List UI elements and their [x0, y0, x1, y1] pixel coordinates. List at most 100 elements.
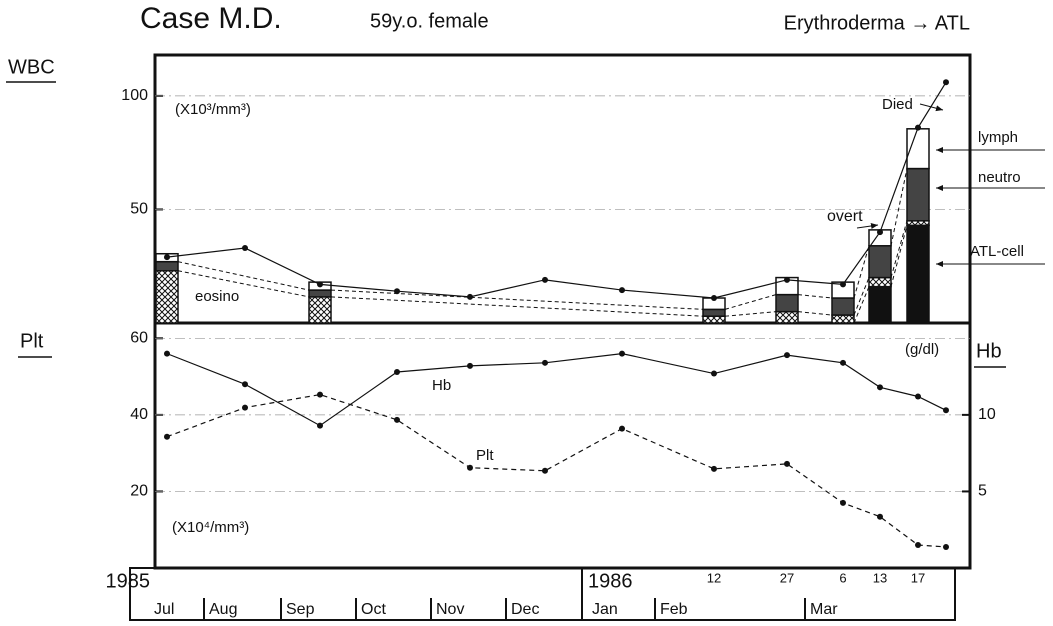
day-label: 12	[707, 570, 721, 585]
subtitle: 59y.o. female	[370, 10, 489, 32]
day-label: 6	[839, 570, 846, 585]
series-point	[317, 391, 323, 398]
total-line	[166, 81, 947, 299]
y-tick-label: 60	[130, 330, 148, 347]
month-label: Jul	[154, 601, 174, 618]
series-label: Hb	[432, 377, 451, 394]
died-arrow	[919, 103, 944, 112]
series-point	[619, 425, 625, 432]
bar-segment	[155, 270, 179, 324]
total-point	[840, 281, 846, 288]
total-point	[943, 79, 949, 86]
bottom-panel	[153, 321, 972, 570]
total-point	[394, 288, 400, 295]
month-label: Oct	[361, 601, 386, 618]
series-point	[877, 513, 883, 520]
plt-unit: (X10⁴/mm³)	[172, 519, 249, 536]
total-point	[542, 276, 548, 283]
bar-segment	[308, 289, 332, 298]
y-tick-label: 20	[130, 483, 148, 500]
series-point	[943, 543, 949, 550]
series-point	[242, 404, 248, 411]
wbc-label: WBC	[8, 56, 55, 78]
total-point	[164, 254, 170, 261]
month-label: Sep	[286, 601, 315, 618]
total-point	[467, 293, 473, 300]
diagnosis: Erythroderma → ATL	[784, 12, 970, 34]
stack-connector	[330, 296, 704, 317]
series-point	[711, 465, 717, 472]
series-point	[317, 422, 323, 429]
series-point	[915, 542, 921, 549]
legend-label: lymph	[978, 129, 1018, 146]
stack-connector	[177, 270, 310, 298]
year-label: 1985	[106, 570, 151, 592]
y-tick-label: 50	[130, 201, 148, 218]
bar-segment	[868, 276, 892, 288]
series-point	[784, 352, 790, 359]
bar-segment	[775, 293, 799, 313]
series-point	[164, 433, 170, 440]
overt-label: overt	[827, 208, 863, 225]
month-label: Mar	[810, 601, 838, 618]
bar-segment	[906, 167, 930, 222]
stack-connector	[724, 311, 777, 317]
month-label: Feb	[660, 601, 688, 618]
month-label: Nov	[436, 601, 464, 618]
bar-segment	[155, 260, 179, 272]
stack-connector	[853, 286, 870, 324]
series-point	[467, 464, 473, 471]
stack-connector	[797, 294, 833, 299]
hb-label: Hb	[976, 340, 1002, 362]
day-label: 27	[780, 570, 794, 585]
series-point	[915, 393, 921, 400]
legend-label: neutro	[978, 169, 1021, 186]
stack-connector	[890, 168, 908, 246]
wbc-unit: (X10³/mm³)	[175, 101, 251, 118]
series-point	[784, 460, 790, 467]
bar-segment	[702, 308, 726, 317]
legend-label: ATL-cell	[970, 243, 1024, 260]
bar-segment	[906, 224, 930, 324]
series-point	[394, 369, 400, 375]
stack-connector	[177, 261, 310, 291]
series-label: Plt	[476, 447, 494, 464]
month-label: Jan	[592, 601, 618, 618]
day-label: 17	[911, 570, 925, 585]
stack-connector	[853, 277, 870, 316]
stack-connector	[890, 220, 908, 278]
y-tick-label: 100	[121, 87, 148, 104]
series-point	[394, 416, 400, 423]
bar-segment	[831, 314, 855, 324]
hb-unit: (g/dl)	[905, 341, 939, 358]
stack-connector	[853, 245, 870, 299]
month-label: Dec	[511, 601, 539, 618]
year-label: 1986	[588, 570, 633, 592]
total-point	[317, 281, 323, 288]
bar-segment	[775, 310, 799, 324]
died-label: Died	[882, 96, 913, 113]
series-point	[711, 370, 717, 377]
plt-label: Plt	[20, 330, 44, 352]
series-label: eosino	[195, 288, 239, 305]
total-point	[915, 124, 921, 131]
stack-connector	[890, 225, 908, 287]
bar-segment	[831, 297, 855, 316]
month-label: Aug	[209, 601, 237, 618]
series-point	[840, 359, 846, 366]
bar-segment	[702, 315, 726, 324]
total-point	[784, 276, 790, 283]
total-point	[877, 229, 883, 236]
series-point	[619, 350, 625, 357]
series-point	[877, 384, 883, 391]
stack-connector	[330, 289, 704, 310]
bar-segment	[868, 245, 892, 279]
stack-connector	[797, 311, 833, 316]
series-point	[164, 350, 170, 357]
series-line	[166, 393, 947, 548]
y2-tick-label: 10	[978, 406, 996, 423]
total-point	[619, 287, 625, 294]
series-point	[840, 499, 846, 506]
stack-connector	[724, 294, 777, 310]
